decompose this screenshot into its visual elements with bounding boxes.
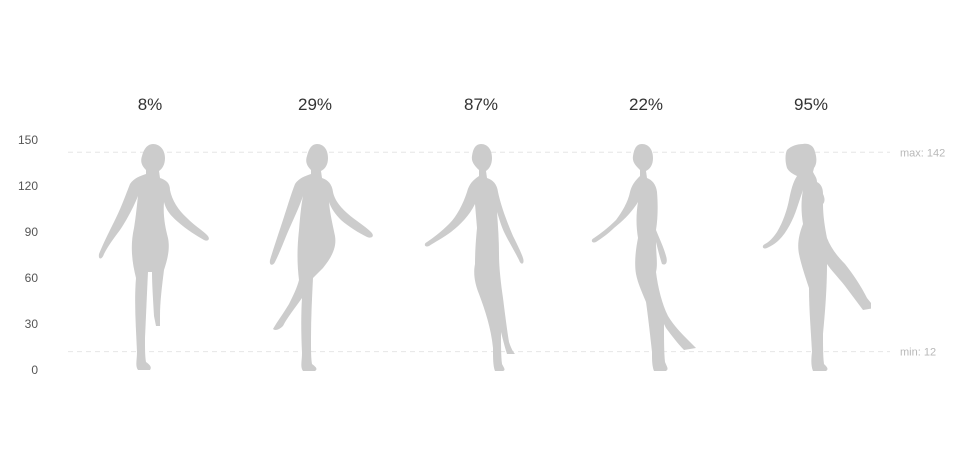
reference-line-label: max: 142 — [900, 147, 945, 159]
figure-silhouette-empty — [424, 144, 524, 371]
value-label: 87% — [464, 95, 498, 114]
figure-mark — [762, 143, 871, 371]
value-label: 95% — [794, 95, 828, 114]
figure-mark — [269, 144, 373, 371]
y-tick-label: 120 — [18, 179, 38, 193]
y-tick-label: 90 — [25, 225, 39, 239]
value-label: 8% — [138, 95, 163, 114]
value-label: 22% — [629, 95, 663, 114]
y-tick-label: 60 — [25, 271, 39, 285]
figure-mark — [591, 144, 696, 371]
figure-mark — [424, 144, 524, 371]
figure-silhouette-empty — [762, 143, 871, 371]
value-label: 29% — [298, 95, 332, 114]
y-tick-label: 0 — [31, 363, 38, 377]
figure-silhouette-empty — [98, 144, 209, 370]
y-tick-label: 30 — [25, 317, 39, 331]
y-tick-label: 150 — [18, 133, 38, 147]
figure-silhouette-empty — [269, 144, 373, 371]
figure-silhouette-fill — [424, 168, 524, 371]
figure-silhouette-empty — [591, 144, 696, 371]
reference-line-label: min: 12 — [900, 347, 936, 359]
figure-mark — [98, 144, 209, 370]
